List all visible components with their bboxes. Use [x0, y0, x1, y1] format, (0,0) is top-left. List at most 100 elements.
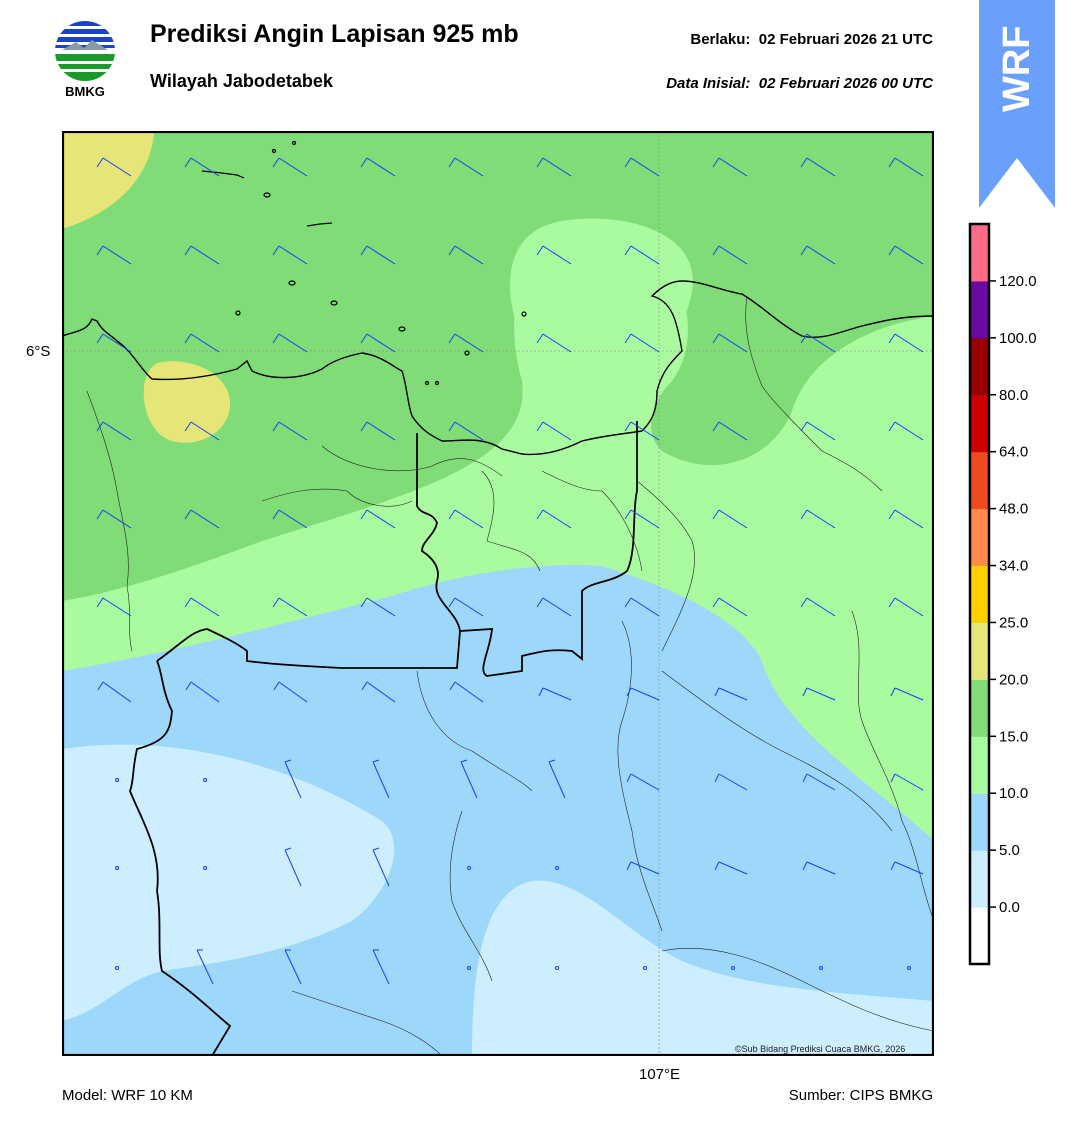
wind-barb — [184, 509, 220, 529]
wind-barb — [184, 157, 220, 177]
wind-barb-calm — [555, 866, 559, 870]
wind-barb — [448, 157, 484, 177]
wind-barb — [536, 333, 572, 353]
wind-barb — [800, 597, 836, 617]
wind-barb-calm — [115, 866, 119, 870]
wind-barb — [360, 157, 396, 177]
wind-barb — [536, 245, 572, 265]
wind-barb — [448, 597, 484, 617]
wind-barb — [372, 759, 390, 799]
wind-barb — [272, 421, 308, 441]
wind-barb — [802, 861, 836, 875]
colorbar-swatch — [970, 280, 989, 339]
wind-barb-calm — [467, 966, 471, 970]
wind-barb — [712, 245, 748, 265]
wind-barb — [360, 333, 396, 353]
wind-barb — [97, 681, 132, 703]
wind-barb — [184, 597, 220, 617]
wind-barb — [712, 157, 748, 177]
model-info: Model: WRF 10 KM — [62, 1087, 193, 1104]
wind-barb — [714, 687, 748, 701]
wind-barb — [360, 597, 396, 617]
wind-barb — [624, 597, 660, 617]
wind-barb-calm — [115, 778, 119, 782]
wind-barb — [448, 509, 484, 529]
wind-barb — [712, 421, 748, 441]
colorbar-swatch — [970, 508, 989, 567]
source-info: Sumber: CIPS BMKG — [788, 1087, 933, 1104]
wind-map — [61, 130, 935, 1057]
wind-barb — [712, 333, 748, 353]
wind-barb — [624, 157, 660, 177]
wind-barb — [96, 245, 132, 265]
wind-barb — [890, 861, 924, 875]
wind-barb — [284, 759, 302, 799]
speed-zone-15-20 — [62, 131, 934, 601]
wind-barb — [372, 949, 390, 985]
lon-label: 107°E — [639, 1066, 681, 1083]
wind-barb-calm — [203, 778, 207, 782]
wind-barb — [272, 245, 308, 265]
wind-barb — [888, 421, 924, 441]
wind-barb — [800, 421, 836, 441]
colorbar-swatch — [970, 850, 989, 908]
wind-barb — [712, 597, 748, 617]
speed-zone-20-25-w — [143, 361, 231, 443]
wind-barb — [888, 245, 924, 265]
speed-zone-0-5-sw — [62, 744, 395, 1021]
init-label: Data Inisial: — [666, 75, 751, 92]
wind-barb — [714, 861, 748, 875]
wind-barb — [536, 157, 572, 177]
wind-barb — [624, 509, 660, 529]
wind-barb — [624, 333, 660, 353]
wind-barb — [96, 597, 132, 617]
colorbar-tick-label: 100.0 — [999, 330, 1037, 347]
colorbar: 120.0 100.0 80.0 64.0 48.0 34.0 25.0 20.0 15.0 10… — [968, 222, 1068, 967]
wind-map-svg — [61, 130, 935, 1057]
copyright-text: ©Sub Bidang Prediksi Cuaca BMKG, 2026 — [735, 1044, 906, 1054]
lat-label: 6°S — [26, 343, 51, 360]
wind-barb — [624, 421, 660, 441]
wind-barb-calm — [731, 966, 735, 970]
init-time: Data Inisial: 02 Februari 2026 00 UTC — [666, 75, 933, 92]
colorbar-tick-label: 10.0 — [999, 785, 1028, 802]
wind-barb-calm — [907, 966, 911, 970]
wind-barb — [272, 509, 308, 529]
wind-barb — [360, 421, 396, 441]
colorbar-swatch — [970, 565, 989, 623]
wind-barb — [548, 759, 566, 799]
speed-zone-20-25-nw — [62, 131, 154, 229]
wind-barb — [449, 681, 484, 703]
colorbar-swatch — [970, 224, 989, 282]
wind-barb — [890, 773, 924, 791]
wind-barb — [536, 421, 572, 441]
wrf-badge: WRF — [979, 0, 1055, 210]
map-title: Prediksi Angin Lapisan 925 mb — [150, 20, 519, 48]
wind-barb — [712, 509, 748, 529]
wind-barb — [96, 421, 132, 441]
wrf-badge-text: WRF — [996, 25, 1038, 112]
wind-barb — [536, 597, 572, 617]
colorbar-tick-label: 80.0 — [999, 387, 1028, 404]
wind-barb — [184, 333, 220, 353]
wind-barb — [460, 759, 478, 799]
wind-barb — [448, 333, 484, 353]
colorbar-swatches — [970, 224, 989, 965]
wind-barb — [888, 157, 924, 177]
valid-label: Berlaku: — [690, 31, 751, 48]
wind-barb — [800, 509, 836, 529]
colorbar-tick-label: 48.0 — [999, 501, 1028, 518]
wind-barb — [360, 509, 396, 529]
wind-barb — [888, 509, 924, 529]
wind-barb — [184, 245, 220, 265]
colorbar-swatch — [970, 622, 989, 680]
province-boundaries — [129, 421, 638, 1056]
colorbar-swatch — [970, 679, 989, 737]
colorbar-swatch — [970, 451, 989, 510]
wind-barb — [361, 681, 396, 703]
init-time-value: 02 Februari 2026 00 UTC — [758, 75, 933, 92]
logo-text: BMKG — [65, 84, 105, 99]
valid-time-value: 02 Februari 2026 21 UTC — [758, 31, 933, 48]
colorbar-tick-label: 0.0 — [999, 899, 1020, 916]
regency-boundaries — [86, 295, 934, 1056]
